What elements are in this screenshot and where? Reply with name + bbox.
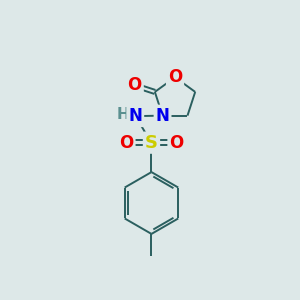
Text: N: N — [128, 107, 142, 125]
Text: O: O — [119, 134, 134, 152]
Text: S: S — [145, 134, 158, 152]
Text: N: N — [156, 106, 170, 124]
Text: O: O — [168, 68, 182, 86]
Text: H: H — [116, 107, 129, 122]
Text: O: O — [169, 134, 184, 152]
Text: O: O — [128, 76, 142, 94]
